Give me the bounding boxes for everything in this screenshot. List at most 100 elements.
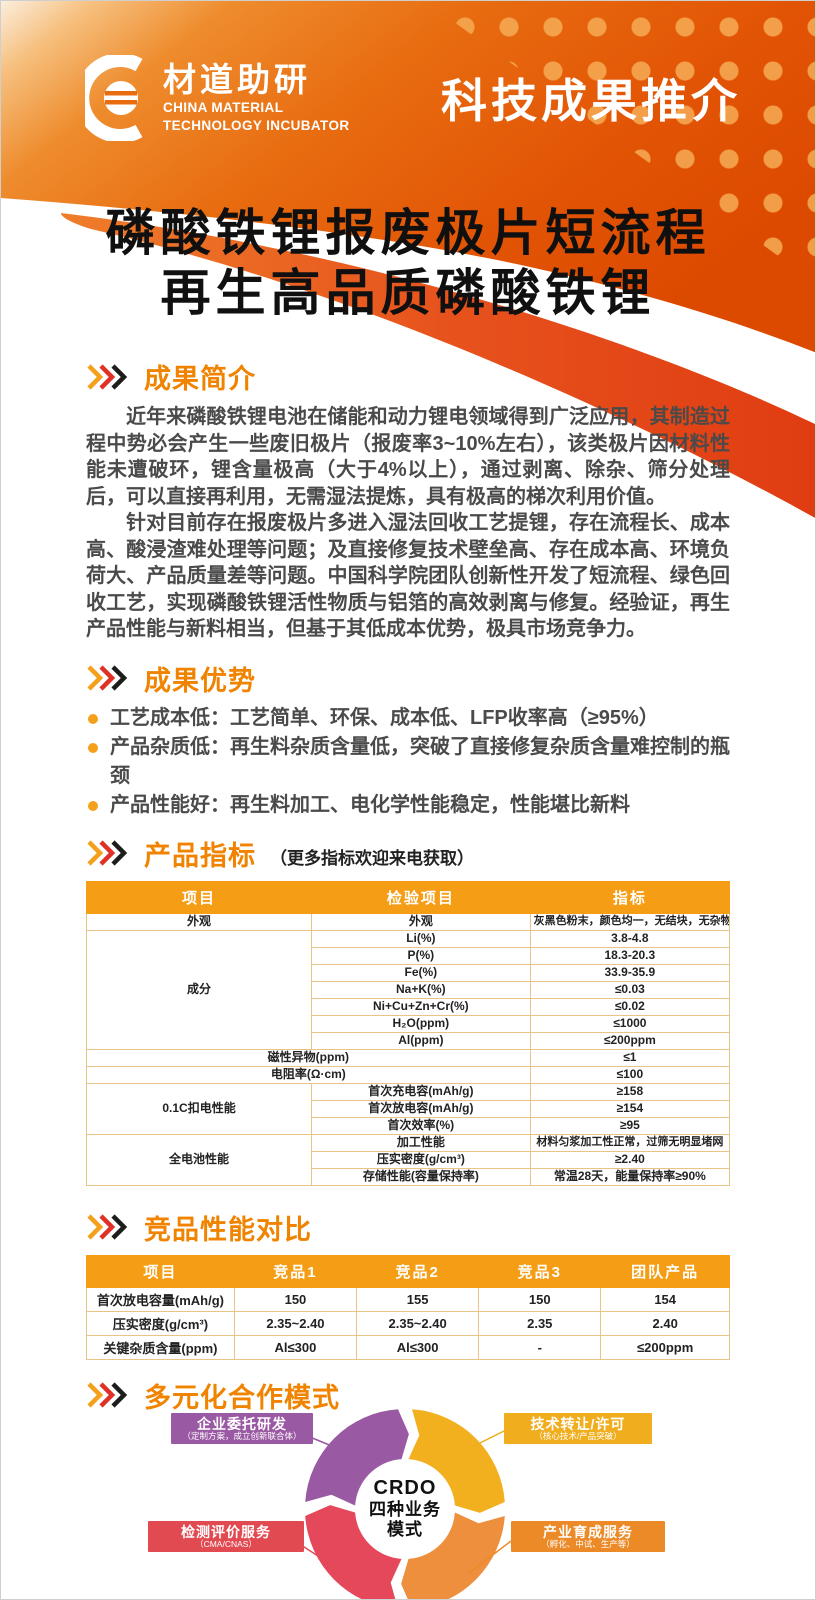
advantages-list: 工艺成本低：工艺简单、环保、成本低、LFP收率高（≥95%） 产品杂质低：再生料… (86, 704, 730, 820)
spec-group-cell: 全电池性能 (85, 1133, 313, 1186)
donut-segment-tech-transfer (408, 1408, 505, 1513)
mode-box-testing: 检测评价服务 （CMA/CNAS） (148, 1520, 304, 1553)
logo-text: 材道助研 CHINA MATERIAL TECHNOLOGY INCUBATOR (163, 61, 350, 134)
spec-cell: 首次效率(%) (311, 1116, 531, 1135)
chevrons-icon (87, 1214, 128, 1240)
mode-label: 产业育成服务 (543, 1523, 633, 1540)
spec-row: 磁性异物(ppm) ≤1 (86, 1048, 731, 1067)
spec-cell: Na+K(%) (311, 980, 531, 999)
spec-row: 电阻率(Ω·cm) ≤100 (86, 1065, 731, 1084)
spec-cell: 3.8-4.8 (529, 929, 731, 948)
donut-segment-contract-rnd (305, 1408, 409, 1505)
advantage-item: 产品性能好：再生料加工、电化学性能稳定，性能堪比新料 (86, 791, 730, 820)
mode-box-tech-transfer: 技术转让/许可 （核心技术/产品突破） (504, 1412, 652, 1445)
company-logo: 材道助研 CHINA MATERIAL TECHNOLOGY INCUBATOR (85, 55, 350, 141)
spec-row: 压实密度(g/cm³) ≥2.40 (87, 1150, 731, 1169)
comp-cell: 2.40 (600, 1310, 730, 1336)
section-indicators-header: 产品指标 （更多指标欢迎来电获取） (86, 834, 730, 873)
comp-cell: 2.35 (478, 1310, 602, 1336)
spec-row: 全电池性能 加工性能 材料匀浆加工性正常，过筛无明显堵网 (85, 1133, 731, 1186)
spec-group-cell: 0.1C扣电性能 (85, 1082, 313, 1135)
advantage-item: 工艺成本低：工艺简单、环保、成本低、LFP收率高（≥95%） (86, 704, 730, 733)
competitor-comparison-table: 项目 竞品1 竞品2 竞品3 团队产品 首次放电容量(mAh/g) 150 15… (86, 1254, 730, 1360)
section-advantages-title: 成果优势 (144, 665, 256, 696)
advantage-text: 工艺成本低：工艺简单、环保、成本低、LFP收率高（≥95%） (110, 706, 659, 729)
spec-row: 首次放电容(mAh/g) ≥154 (87, 1099, 731, 1118)
bullet-icon (88, 742, 98, 753)
comp-col-header: 竞品3 (478, 1254, 602, 1288)
donut-center-label: CRDO 四种业务 模式 (345, 1477, 465, 1541)
section-advantages-header: 成果优势 (86, 659, 730, 698)
banner-title: 科技成果推介 (441, 75, 741, 127)
spec-cell: 外观 (85, 912, 313, 931)
spec-row: 成分 Li(%) 3.8-4.8 (85, 929, 731, 1050)
logo-name-en-2: TECHNOLOGY INCUBATOR (163, 117, 350, 133)
comp-cell: Al≤300 (356, 1334, 480, 1360)
comp-cell: 150 (233, 1286, 358, 1312)
section-indicators-note: （更多指标欢迎来电获取） (270, 848, 474, 868)
mode-label: 企业委托研发 (197, 1415, 287, 1432)
donut-segment-testing (305, 1504, 402, 1599)
spec-cell: 首次放电容(mAh/g) (311, 1099, 531, 1118)
spec-cell: P(%) (311, 946, 531, 965)
comp-col-header: 竞品2 (356, 1254, 480, 1288)
mode-sublabel: （核心技术/产品突破） (534, 1430, 622, 1441)
comp-cell: 关键杂质含量(ppm) (86, 1334, 235, 1360)
chevrons-icon (87, 665, 128, 691)
comp-cell: 154 (600, 1286, 730, 1312)
spec-col-header: 指标 (529, 880, 731, 914)
spec-row: Al(ppm) ≤200ppm (87, 1031, 731, 1050)
spec-cell: 存储性能(容量保持率) (311, 1167, 531, 1186)
poster-title-line-2: 再生高品质磷酸铁锂 (160, 265, 656, 321)
spec-cell: ≥95 (529, 1116, 731, 1135)
spec-cell: 加工性能 (311, 1133, 531, 1152)
logo-name-en-1: CHINA MATERIAL (163, 100, 284, 116)
spec-cell: 33.9-35.9 (529, 963, 731, 982)
section-cooperation-title: 多元化合作模式 (144, 1382, 340, 1413)
chevrons-icon (87, 840, 128, 866)
spec-cell: ≤0.02 (529, 997, 731, 1016)
chevrons-icon (87, 363, 128, 390)
comp-cell: Al≤300 (233, 1334, 358, 1360)
spec-cell: Ni+Cu+Zn+Cr(%) (311, 997, 531, 1016)
comp-cell: 2.35~2.40 (233, 1310, 358, 1336)
comp-row: 关键杂质含量(ppm) Al≤300 Al≤300 - ≤200ppm (86, 1334, 730, 1360)
spec-cell: ≤100 (529, 1065, 731, 1084)
spec-cell: ≤0.03 (529, 980, 731, 999)
advantage-item: 产品杂质低：再生料杂质含量低，突破了直接修复杂质含量难控制的瓶颈 (86, 733, 730, 791)
advantage-text: 产品杂质低：再生料杂质含量低，突破了直接修复杂质含量难控制的瓶颈 (110, 735, 730, 787)
comp-header-row: 项目 竞品1 竞品2 竞品3 团队产品 (86, 1254, 730, 1288)
comp-row: 首次放电容量(mAh/g) 150 155 150 154 (86, 1286, 730, 1312)
spec-cell: ≤200ppm (529, 1031, 731, 1050)
mode-label: 检测评价服务 (181, 1523, 271, 1540)
spec-row: 外观 外观 灰黑色粉末，颜色均一，无结块，无杂物 (85, 912, 731, 931)
intro-paragraph-1: 近年来磷酸铁锂电池在储能和动力锂电领域得到广泛应用，其制造过程中势必会产生一些废… (86, 406, 730, 508)
section-comparison-title: 竞品性能对比 (144, 1214, 312, 1245)
spec-cell: Al(ppm) (311, 1031, 531, 1050)
spec-group-cell: 成分 (85, 929, 313, 1050)
section-intro-header: 成果简介 (86, 357, 730, 396)
donut-center-line-3: 模式 (387, 1520, 423, 1540)
spec-cell: 首次充电容(mAh/g) (311, 1082, 531, 1101)
comp-cell: - (478, 1334, 602, 1360)
bullet-icon (88, 800, 98, 811)
section-comparison-header: 竞品性能对比 (86, 1208, 730, 1247)
spec-cell: Fe(%) (311, 963, 531, 982)
comp-cell: 150 (478, 1286, 602, 1312)
spec-cell: 磁性异物(ppm) (86, 1048, 531, 1067)
chevrons-icon (87, 1382, 128, 1408)
spec-row: P(%) 18.3-20.3 (87, 946, 731, 965)
mode-sublabel: （CMA/CNAS） (195, 1538, 257, 1549)
logo-name-cn: 材道助研 (163, 61, 311, 99)
spec-row: 0.1C扣电性能 首次充电容(mAh/g) ≥158 (85, 1082, 731, 1135)
poster-header: 材道助研 CHINA MATERIAL TECHNOLOGY INCUBATOR… (1, 1, 815, 561)
spec-cell: 灰黑色粉末，颜色均一，无结块，无杂物 (529, 912, 731, 931)
mode-box-incubation: 产业育成服务 （孵化、中试、生产等） (511, 1520, 665, 1553)
comp-cell: 首次放电容量(mAh/g) (86, 1286, 235, 1312)
donut-center-line-2: 四种业务 (369, 1500, 441, 1520)
spec-cell: H₂O(ppm) (311, 1014, 531, 1033)
mode-sublabel: （孵化、中试、生产等） (541, 1538, 635, 1549)
spec-cell: 压实密度(g/cm³) (311, 1150, 531, 1169)
